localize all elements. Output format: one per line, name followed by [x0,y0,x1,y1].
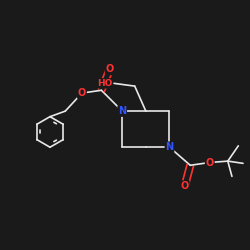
Text: O: O [180,181,189,191]
Text: HO: HO [97,79,112,88]
Text: N: N [118,106,126,116]
Text: O: O [106,64,114,74]
Text: O: O [78,88,86,98]
Text: N: N [166,142,173,152]
Text: O: O [206,158,214,168]
